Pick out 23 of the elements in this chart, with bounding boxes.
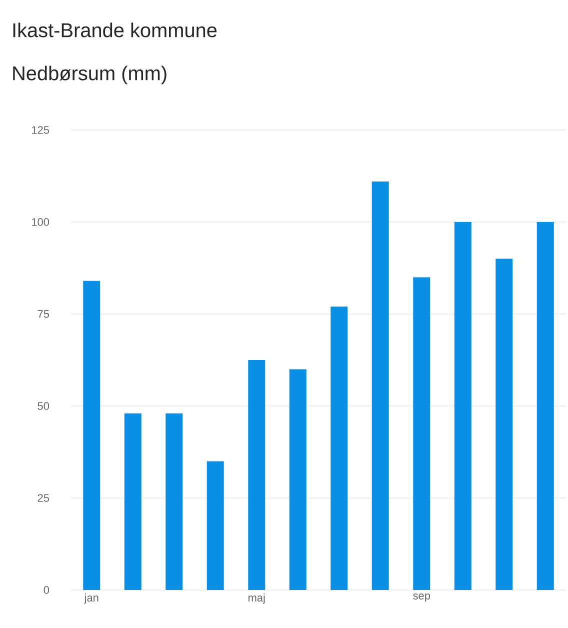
bar [206, 461, 224, 590]
y-tick-label: 0 [44, 586, 50, 594]
y-tick-label: 100 [32, 218, 50, 226]
bar [536, 222, 554, 590]
bar [372, 182, 389, 590]
bar [330, 306, 348, 590]
x-tick-label: sep [413, 594, 430, 602]
y-tick-label: 125 [32, 126, 50, 134]
y-tick-label: 25 [38, 494, 50, 502]
bar [124, 413, 142, 590]
bar [454, 222, 472, 590]
y-tick-label: 75 [38, 310, 50, 318]
chart-subtitle: Nedbørsum (mm) [13, 66, 166, 84]
bar [413, 277, 430, 590]
bar [166, 413, 183, 590]
y-tick-label: 50 [38, 402, 50, 410]
bar [83, 280, 100, 590]
bar [248, 360, 266, 590]
bar [496, 258, 513, 590]
x-tick-label: jan [84, 594, 98, 604]
bar [289, 369, 306, 590]
chart-title: Ikast-Brande kommune [13, 22, 217, 38]
x-tick-label: maj [248, 594, 265, 604]
